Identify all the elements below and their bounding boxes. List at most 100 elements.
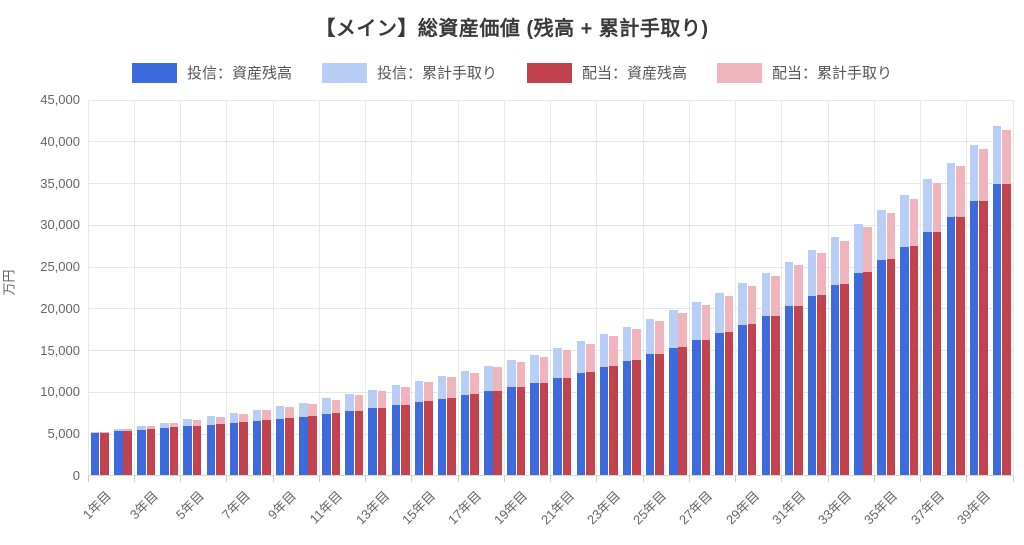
legend-item-toushin-tedori[interactable]: 投信：累計手取り [321,62,497,83]
bar-toushin-zandaka-7年目[interactable] [229,422,239,476]
bar-toushin-zandaka-24年目[interactable] [622,360,632,476]
bar-toushin-zandaka-4年目[interactable] [160,428,169,476]
bar-haitou-tedori-31年目[interactable] [794,265,803,306]
bar-haitou-zandaka-14年目[interactable] [400,404,410,476]
bar-toushin-zandaka-3年目[interactable] [137,429,146,476]
bar-haitou-tedori-26年目[interactable] [678,313,688,347]
bar-toushin-tedori-12年目[interactable] [345,394,354,412]
bar-haitou-zandaka-12年目[interactable] [354,410,364,476]
bar-toushin-zandaka-27年目[interactable] [692,340,701,476]
bar-haitou-zandaka-39年目[interactable] [979,200,988,476]
bar-toushin-zandaka-26年目[interactable] [669,347,678,476]
bar-toushin-tedori-35年目[interactable] [877,209,886,261]
bar-haitou-zandaka-19年目[interactable] [516,386,526,476]
bar-toushin-tedori-28年目[interactable] [715,292,724,333]
bar-toushin-tedori-30年目[interactable] [761,273,771,317]
bar-haitou-zandaka-9年目[interactable] [285,418,294,476]
bar-toushin-tedori-11年目[interactable] [322,398,331,415]
bar-haitou-zandaka-35年目[interactable] [886,259,896,476]
bar-toushin-zandaka-32年目[interactable] [807,295,817,476]
bar-haitou-tedori-6年目[interactable] [215,416,225,424]
bar-toushin-tedori-17年目[interactable] [460,370,470,396]
bar-toushin-tedori-21年目[interactable] [553,348,562,379]
bar-toushin-zandaka-37年目[interactable] [923,232,932,476]
bar-haitou-zandaka-11年目[interactable] [331,413,341,476]
bar-haitou-tedori-3年目[interactable] [146,425,156,430]
bar-haitou-tedori-18年目[interactable] [493,367,503,391]
bar-haitou-tedori-37年目[interactable] [932,182,942,232]
bar-haitou-tedori-23年目[interactable] [609,336,618,367]
bar-haitou-tedori-25年目[interactable] [655,321,664,354]
bar-haitou-zandaka-29年目[interactable] [747,324,757,476]
bar-toushin-zandaka-16年目[interactable] [437,398,447,476]
bar-haitou-zandaka-20年目[interactable] [539,382,549,476]
bar-haitou-tedori-24年目[interactable] [632,328,641,361]
bar-toushin-tedori-7年目[interactable] [229,412,239,423]
bar-haitou-zandaka-10年目[interactable] [308,416,318,476]
bar-haitou-tedori-21年目[interactable] [562,350,572,378]
bar-toushin-tedori-38年目[interactable] [946,162,956,218]
bar-haitou-tedori-28年目[interactable] [724,295,734,333]
bar-toushin-zandaka-1年目[interactable] [90,432,100,476]
bar-toushin-zandaka-25年目[interactable] [645,354,655,476]
bar-haitou-tedori-30年目[interactable] [770,276,780,316]
bar-haitou-zandaka-40年目[interactable] [1002,183,1011,476]
bar-haitou-zandaka-4年目[interactable] [169,427,179,476]
bar-toushin-tedori-8年目[interactable] [252,409,262,421]
bar-toushin-tedori-1年目[interactable] [90,431,100,433]
bar-haitou-zandaka-31年目[interactable] [794,305,803,476]
bar-haitou-zandaka-30年目[interactable] [770,315,780,476]
bar-toushin-zandaka-21年目[interactable] [553,378,562,476]
bar-toushin-zandaka-35年目[interactable] [877,260,886,476]
legend-item-haitou-tedori[interactable]: 配当：累計手取り [717,62,892,83]
bar-toushin-tedori-10年目[interactable] [299,402,308,417]
bar-haitou-tedori-16年目[interactable] [447,377,456,398]
bar-toushin-tedori-40年目[interactable] [992,126,1002,184]
bar-haitou-zandaka-25年目[interactable] [655,353,664,476]
bar-haitou-zandaka-37年目[interactable] [932,231,942,476]
bar-toushin-tedori-24年目[interactable] [622,326,632,361]
legend-item-toushin-zandaka[interactable]: 投信：資産残高 [131,62,292,83]
bar-toushin-tedori-13年目[interactable] [368,389,377,409]
bar-toushin-tedori-2年目[interactable] [114,428,123,432]
bar-haitou-zandaka-15年目[interactable] [424,401,433,476]
bar-haitou-tedori-38年目[interactable] [955,166,965,217]
bar-haitou-tedori-33年目[interactable] [840,240,849,284]
bar-toushin-zandaka-31年目[interactable] [784,306,794,476]
bar-toushin-tedori-9年目[interactable] [275,406,285,419]
bar-toushin-tedori-25年目[interactable] [645,318,655,355]
bar-haitou-zandaka-26年目[interactable] [678,346,688,476]
bar-haitou-zandaka-28年目[interactable] [724,332,734,476]
bar-haitou-tedori-13年目[interactable] [377,391,387,408]
bar-haitou-zandaka-38年目[interactable] [955,216,965,476]
bar-toushin-zandaka-10年目[interactable] [299,416,308,476]
bar-toushin-tedori-23年目[interactable] [599,334,609,367]
bar-haitou-tedori-22年目[interactable] [585,343,595,373]
bar-toushin-zandaka-14年目[interactable] [391,405,401,476]
bar-haitou-tedori-20年目[interactable] [539,356,549,383]
bar-haitou-tedori-14年目[interactable] [400,386,410,405]
bar-toushin-tedori-22年目[interactable] [576,341,586,373]
bar-haitou-tedori-7年目[interactable] [239,413,248,423]
bar-toushin-zandaka-19年目[interactable] [507,387,516,476]
bar-toushin-tedori-32年目[interactable] [807,249,817,296]
bar-toushin-tedori-6年目[interactable] [206,416,216,425]
bar-toushin-tedori-27年目[interactable] [692,301,701,341]
bar-toushin-zandaka-33年目[interactable] [830,284,840,476]
bar-haitou-tedori-36年目[interactable] [909,198,919,246]
bar-toushin-tedori-4年目[interactable] [160,422,169,429]
bar-haitou-zandaka-17年目[interactable] [470,394,479,476]
bar-haitou-zandaka-5年目[interactable] [192,425,202,476]
bar-toushin-zandaka-13年目[interactable] [368,408,377,476]
bar-haitou-tedori-27年目[interactable] [701,304,711,340]
bar-toushin-zandaka-9年目[interactable] [275,418,285,476]
bar-haitou-tedori-10年目[interactable] [308,403,318,417]
bar-toushin-zandaka-29年目[interactable] [738,324,747,476]
bar-haitou-tedori-5年目[interactable] [192,419,202,426]
bar-toushin-tedori-20年目[interactable] [530,354,539,384]
bar-toushin-tedori-29年目[interactable] [738,283,747,325]
bar-haitou-zandaka-27年目[interactable] [701,339,711,476]
bar-toushin-tedori-3年目[interactable] [137,425,146,430]
bar-toushin-zandaka-28年目[interactable] [715,332,724,476]
bar-haitou-zandaka-7年目[interactable] [239,422,248,476]
